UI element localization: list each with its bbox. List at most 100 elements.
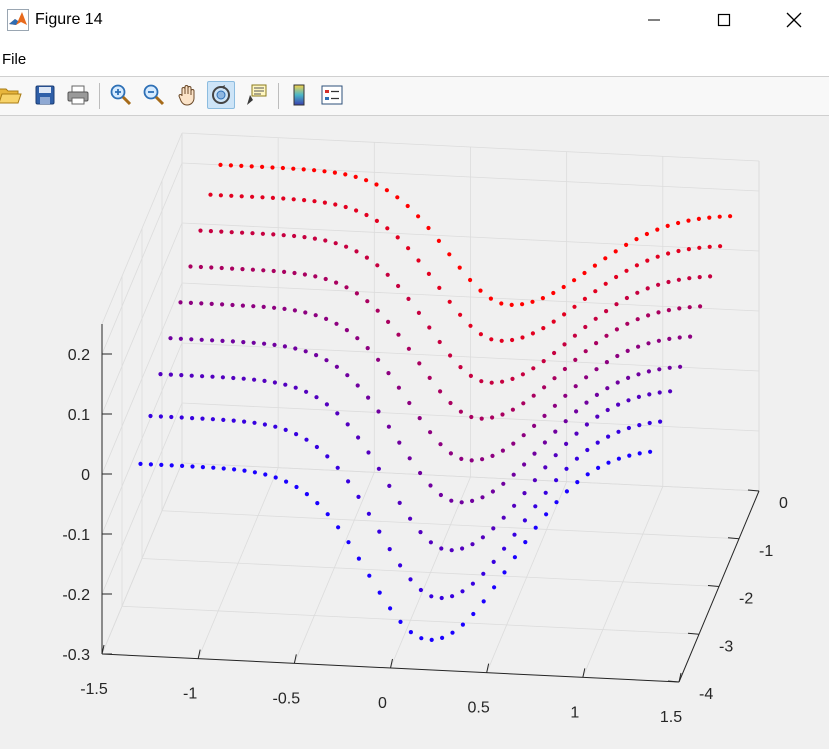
scatter-point: [450, 594, 455, 599]
y-tick-label: -4: [699, 686, 713, 703]
zoom-out-icon: [143, 84, 165, 106]
scatter-point: [533, 525, 538, 530]
scatter-point: [260, 164, 265, 169]
insert-colorbar-button[interactable]: [285, 81, 313, 109]
scatter-point: [333, 202, 338, 207]
insert-legend-button[interactable]: [318, 81, 346, 109]
figure-canvas[interactable]: -1.5 -1 -0.5 0 0.5 1 1.5 0 -1 -2 -3 -4 0.2 0.1 0 -0.1 -0…: [0, 116, 829, 744]
data-points: [138, 162, 733, 643]
scatter-point: [603, 256, 608, 261]
menu-file[interactable]: File: [2, 51, 27, 68]
scatter-point: [468, 277, 473, 283]
figure-toolbar: [0, 77, 829, 116]
zoom-out-button[interactable]: [140, 81, 168, 109]
scatter-point: [511, 503, 517, 508]
scatter-point: [522, 462, 527, 467]
scatter-point: [439, 546, 444, 551]
scatter-point: [440, 635, 445, 641]
x-tick-mark: [582, 668, 586, 678]
scatter-point: [574, 409, 579, 414]
grid-line: [181, 282, 760, 312]
minimize-button[interactable]: [619, 0, 689, 40]
maximize-button[interactable]: [689, 0, 759, 40]
scatter-point: [605, 386, 610, 391]
scatter-point: [471, 611, 476, 617]
scatter-point: [313, 313, 318, 318]
scatter-point: [273, 424, 278, 429]
scatter-point: [728, 214, 733, 219]
scatter-point: [252, 377, 257, 382]
scatter-point: [397, 440, 402, 445]
pan-button[interactable]: [174, 81, 202, 109]
scatter-point: [407, 400, 412, 406]
scatter-point: [459, 500, 464, 505]
scatter-point: [385, 226, 390, 231]
scatter-point: [490, 415, 495, 420]
scatter-point: [282, 306, 287, 311]
folder-open-icon: [0, 88, 22, 104]
scatter-point: [531, 366, 536, 371]
scatter-point: [522, 518, 528, 523]
scatter-point: [512, 555, 518, 560]
scatter-point: [696, 216, 702, 221]
scatter-point: [188, 264, 193, 269]
scatter-point: [219, 265, 224, 271]
scatter-point: [211, 465, 216, 470]
scatter-point: [561, 284, 566, 290]
scatter-point: [209, 301, 214, 306]
scatter-point: [523, 540, 528, 545]
scatter-point: [469, 458, 474, 463]
save-button[interactable]: [31, 81, 59, 109]
rotate-3d-button[interactable]: [207, 81, 235, 109]
zoom-in-button[interactable]: [107, 81, 135, 109]
scatter-point: [522, 491, 527, 496]
scatter-point: [480, 495, 485, 500]
scatter-point: [532, 451, 537, 456]
scatter-point: [499, 338, 504, 343]
tick-labels: -1.5 -1 -0.5 0 0.5 1 1.5 0 -1 -2 -3 -4 0.2 0.1 0 -0.1 -0…: [62, 347, 788, 726]
open-file-button[interactable]: [0, 81, 24, 109]
z-tick-label: 0: [81, 467, 90, 484]
scatter-point: [553, 453, 558, 458]
scatter3d-plot[interactable]: -1.5 -1 -0.5 0 0.5 1 1.5 0 -1 -2 -3 -4 0.2 0.1 0 -0.1 -0…: [0, 116, 829, 744]
scatter-point: [459, 456, 464, 461]
close-button[interactable]: [759, 0, 829, 40]
scatter-point: [511, 441, 516, 446]
scatter-point: [614, 274, 619, 280]
scatter-point: [294, 484, 299, 490]
scatter-point: [490, 489, 495, 494]
data-tips-button[interactable]: [242, 81, 270, 109]
scatter-point: [637, 423, 642, 428]
scatter-point: [636, 394, 642, 399]
scatter-point: [707, 215, 712, 220]
scatter-point: [304, 437, 309, 442]
scatter-point: [584, 375, 589, 380]
scatter-point: [273, 475, 278, 480]
scatter-point: [697, 275, 702, 280]
scatter-point: [250, 267, 255, 272]
minimize-icon: [648, 19, 660, 21]
scatter-point: [302, 272, 307, 277]
scatter-point: [616, 402, 621, 407]
scatter-point: [218, 162, 223, 167]
scatter-point: [615, 353, 620, 359]
scatter-point: [552, 376, 557, 381]
scatter-point: [624, 268, 629, 273]
scatter-point: [384, 188, 389, 193]
print-button[interactable]: [64, 81, 92, 109]
scatter-point: [240, 303, 245, 308]
window-title: Figure 14: [35, 11, 103, 28]
scatter-point: [542, 440, 548, 445]
scatter-point: [365, 299, 370, 304]
y-tick-mark: [667, 680, 680, 683]
scatter-point: [344, 244, 349, 249]
scatter-point: [480, 457, 485, 462]
scatter-point: [687, 305, 692, 310]
scatter-point: [208, 229, 213, 234]
scatter-point: [480, 535, 485, 540]
scatter-point: [521, 433, 526, 438]
scatter-point: [667, 365, 672, 370]
scatter-point: [554, 478, 559, 483]
scatter-point: [291, 166, 296, 171]
scatter-point: [345, 422, 350, 427]
